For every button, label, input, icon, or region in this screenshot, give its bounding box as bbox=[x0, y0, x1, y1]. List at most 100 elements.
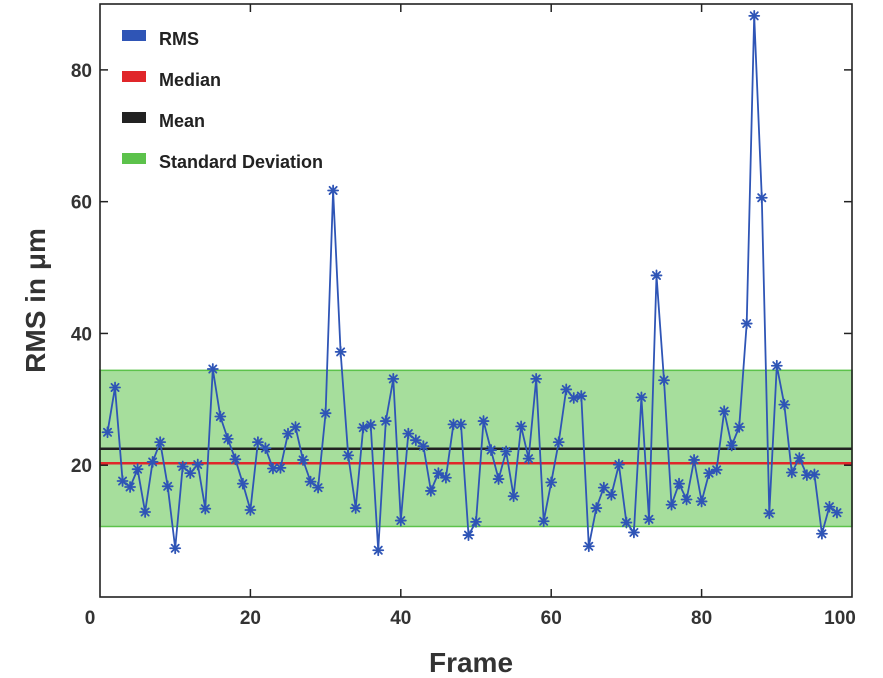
rms-point bbox=[139, 506, 152, 518]
y-axis-ticks: 20 40 60 80 bbox=[71, 61, 852, 477]
rms-point-stroke bbox=[448, 419, 458, 429]
rms-point bbox=[620, 516, 633, 529]
rms-point-stroke bbox=[576, 391, 586, 401]
rms-point bbox=[274, 461, 287, 474]
rms-point bbox=[770, 359, 783, 372]
rms-point-stroke bbox=[328, 185, 338, 195]
legend-item: Mean bbox=[122, 111, 205, 131]
rms-point bbox=[169, 542, 182, 555]
rms-point bbox=[515, 420, 528, 433]
rms-point bbox=[763, 507, 776, 520]
rms-point bbox=[485, 444, 497, 456]
rms-point bbox=[455, 418, 467, 431]
rms-point bbox=[597, 481, 610, 494]
rms-point bbox=[688, 454, 700, 466]
rms-point bbox=[605, 488, 618, 501]
rms-point-stroke bbox=[148, 457, 158, 467]
rms-point-stroke bbox=[133, 464, 143, 474]
legend-swatch bbox=[122, 30, 146, 41]
rms-point-stroke bbox=[554, 437, 564, 447]
rms-point-stroke bbox=[373, 545, 383, 555]
rms-point bbox=[289, 421, 302, 433]
rms-point bbox=[349, 502, 362, 514]
rms-point bbox=[643, 513, 655, 526]
legend-label: Median bbox=[159, 70, 221, 90]
plot-frame bbox=[99, 3, 853, 598]
x-tick-label: 0 bbox=[85, 608, 96, 629]
rms-point-stroke bbox=[712, 465, 722, 475]
rms-point bbox=[462, 529, 475, 541]
rms-point bbox=[372, 544, 385, 557]
rms-point-stroke bbox=[260, 443, 270, 453]
rms-point bbox=[124, 481, 136, 493]
rms-point-stroke bbox=[772, 361, 782, 371]
rms-point-stroke bbox=[155, 437, 165, 447]
rms-point bbox=[252, 436, 264, 449]
rms-point bbox=[582, 540, 595, 553]
rms-point bbox=[590, 502, 603, 514]
rms-point bbox=[221, 432, 234, 445]
rms-point-stroke bbox=[388, 374, 398, 384]
rms-point bbox=[793, 452, 806, 464]
legend-swatch bbox=[122, 71, 146, 82]
rms-point-stroke bbox=[674, 479, 684, 489]
rms-point-stroke bbox=[539, 516, 549, 526]
rms-point-stroke bbox=[802, 470, 812, 480]
rms-point bbox=[417, 440, 430, 453]
rms-point-stroke bbox=[351, 503, 361, 513]
rms-point bbox=[785, 466, 798, 479]
rms-point bbox=[176, 460, 189, 473]
rms-point-stroke bbox=[170, 543, 180, 553]
y-tick-label: 20 bbox=[71, 456, 92, 477]
rms-point-stroke bbox=[824, 502, 834, 512]
rms-point-stroke bbox=[418, 441, 428, 451]
rms-point-stroke bbox=[118, 476, 128, 486]
rms-point-stroke bbox=[614, 460, 624, 470]
rms-point-stroke bbox=[200, 504, 210, 514]
x-tick-label: 80 bbox=[691, 608, 712, 629]
rms-point bbox=[161, 480, 174, 493]
x-tick-label: 100 bbox=[824, 608, 856, 629]
rms-point-stroke bbox=[433, 468, 443, 478]
rms-point bbox=[831, 506, 843, 519]
rms-point-stroke bbox=[561, 384, 571, 394]
x-axis-title: Frame bbox=[429, 647, 513, 678]
rms-point-stroke bbox=[682, 494, 692, 504]
rms-point-stroke bbox=[268, 464, 278, 474]
rms-point bbox=[507, 490, 520, 503]
legend-label: Standard Deviation bbox=[159, 152, 323, 172]
rms-point-stroke bbox=[689, 455, 699, 465]
rms-point-stroke bbox=[403, 429, 413, 439]
rms-point-stroke bbox=[621, 518, 631, 528]
rms-point bbox=[409, 434, 422, 447]
rms-point bbox=[665, 498, 678, 511]
rms-point bbox=[545, 476, 558, 489]
rms-point bbox=[312, 481, 324, 494]
rms-point-stroke bbox=[479, 416, 489, 426]
rms-point bbox=[477, 415, 490, 427]
rms-point bbox=[229, 453, 242, 466]
rms-point bbox=[470, 515, 482, 528]
rms-point bbox=[612, 458, 625, 471]
rms-point bbox=[492, 473, 505, 485]
rms-point-stroke bbox=[411, 435, 421, 445]
rms-point bbox=[131, 463, 144, 476]
rms-point-stroke bbox=[599, 483, 609, 493]
rms-point-stroke bbox=[644, 514, 654, 524]
rms-point-stroke bbox=[486, 445, 496, 455]
rms-point-stroke bbox=[501, 446, 511, 456]
rms-point bbox=[823, 500, 836, 513]
rms-point-stroke bbox=[193, 460, 203, 470]
rms-point bbox=[244, 504, 257, 516]
rms-point bbox=[680, 493, 693, 506]
rms-point-stroke bbox=[584, 541, 594, 551]
rms-point bbox=[101, 426, 114, 439]
rms-point bbox=[658, 374, 670, 387]
rms-point-stroke bbox=[230, 454, 240, 464]
rms-point-stroke bbox=[704, 468, 714, 478]
rms-point-stroke bbox=[110, 382, 120, 392]
rms-point-stroke bbox=[629, 527, 639, 537]
rms-point-stroke bbox=[764, 508, 774, 518]
rms-point bbox=[206, 363, 219, 375]
rms-point-stroke bbox=[516, 421, 526, 431]
